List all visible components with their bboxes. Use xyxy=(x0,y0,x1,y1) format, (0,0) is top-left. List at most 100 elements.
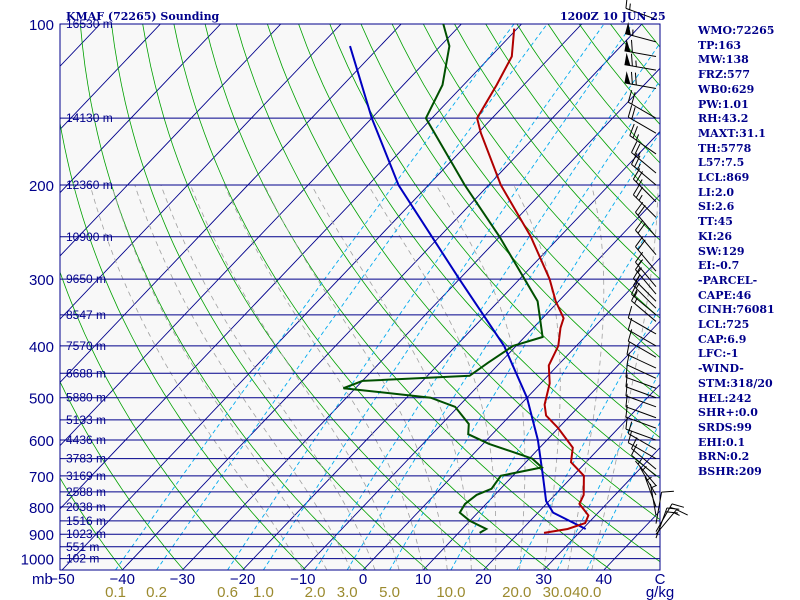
index-line: TT:45 xyxy=(698,215,733,229)
height-label: 7570 m xyxy=(66,339,106,353)
plot-frame xyxy=(59,23,661,571)
index-line: CAP:6.9 xyxy=(698,332,747,346)
pressure-tick-label: 1000 xyxy=(21,552,54,569)
wind-barb-staff xyxy=(625,395,657,408)
wind-barb xyxy=(625,404,657,429)
wind-barb-full xyxy=(632,267,641,279)
wind-barb-staff xyxy=(649,483,657,516)
wind-barb xyxy=(626,352,657,379)
height-label: 5880 m xyxy=(66,391,106,405)
height-labels: 16530 m 14130 m 12360 m 10900 m 9650 m 8547 m… xyxy=(66,17,113,566)
wind-barb-staff xyxy=(628,317,657,335)
dry-adiabat-line xyxy=(60,477,124,570)
wind-barb-full xyxy=(631,107,636,120)
wind-barb-full xyxy=(625,374,628,387)
wind-barb-staff xyxy=(631,293,657,316)
wind-barb xyxy=(627,305,657,335)
isotherm-line xyxy=(60,24,342,320)
height-label: 8547 m xyxy=(66,308,106,322)
wind-barbs xyxy=(624,0,688,539)
wind-barb-full xyxy=(635,171,643,183)
wind-barb-full xyxy=(626,352,630,365)
temperature-tick-label: 10 xyxy=(415,571,432,588)
moist-adiabat-line xyxy=(111,184,328,570)
isotherm-line xyxy=(60,24,221,194)
wind-barb-full xyxy=(630,39,633,53)
wind-barb-flag xyxy=(624,52,631,66)
pressure-unit-label: mb xyxy=(32,571,53,588)
moist-adiabat-line xyxy=(367,184,497,570)
height-label: 102 m xyxy=(66,552,99,566)
wind-barb-full xyxy=(632,274,641,286)
wind-barb-staff xyxy=(625,7,657,20)
wind-barb-staff xyxy=(635,246,657,272)
wind-barb-full xyxy=(630,53,633,67)
mixing-ratio-tick-label: 30.0 xyxy=(543,584,572,600)
index-line: EHI:0.1 xyxy=(698,435,746,449)
wind-barb-full xyxy=(632,183,641,196)
wind-barb-full xyxy=(631,289,638,302)
wind-barb-full xyxy=(637,205,646,216)
isotherm-line xyxy=(422,320,660,570)
height-label: 3169 m xyxy=(66,469,106,483)
wind-barb-full xyxy=(627,329,633,342)
wind-barb-staff xyxy=(639,466,657,496)
wind-barb-staff xyxy=(626,364,657,379)
wind-barb xyxy=(627,421,657,450)
wind-barb xyxy=(625,0,657,20)
dry-adiabat-line xyxy=(235,24,660,563)
mixing-ratio-line xyxy=(227,24,605,570)
index-line: -PARCEL- xyxy=(698,273,758,287)
sounding-time: 1200Z 10 JUN 25 xyxy=(560,10,666,23)
index-line: L57:7.5 xyxy=(698,156,745,170)
index-line: TH:5778 xyxy=(698,141,752,155)
wind-barb-half xyxy=(635,282,640,289)
wind-barb xyxy=(631,289,657,322)
index-line: LCL:869 xyxy=(698,171,750,185)
wind-barb-full xyxy=(631,141,638,153)
index-line: FRZ:577 xyxy=(698,68,751,82)
dry-adiabat-line xyxy=(454,24,660,280)
mixing-ratio-tick-label: 5.0 xyxy=(379,584,400,600)
wind-barb-staff xyxy=(655,507,668,539)
dry-adiabat-line xyxy=(142,24,490,570)
wind-barb-full xyxy=(671,503,685,508)
index-line: SHR+:0.0 xyxy=(698,406,758,420)
dry-adiabat-line xyxy=(298,24,660,479)
temperature-tick-label: 30 xyxy=(535,571,552,588)
wind-barb xyxy=(655,507,680,539)
wind-barb xyxy=(635,236,657,272)
height-label: 1023 m xyxy=(66,527,106,541)
isotherm-line xyxy=(483,383,660,570)
wind-barb-full xyxy=(631,282,638,295)
index-line: RH:43.2 xyxy=(698,112,749,126)
pressure-tick-label: 200 xyxy=(29,178,54,195)
wind-barb-staff xyxy=(633,285,657,309)
height-label: 2038 m xyxy=(66,500,106,514)
wind-barb xyxy=(624,52,657,71)
wind-barb xyxy=(631,153,657,186)
height-label: 12360 m xyxy=(66,178,113,192)
pressure-tick-label: 700 xyxy=(29,469,54,486)
wind-barb-staff xyxy=(631,163,657,186)
moist-adiabat-line xyxy=(134,184,352,570)
wind-barb xyxy=(649,483,657,516)
wind-barb-full xyxy=(627,105,633,118)
parcel-trace xyxy=(349,45,587,530)
wind-barb-full xyxy=(631,443,638,456)
wind-barb-full xyxy=(635,251,644,263)
mixing-ratio-line xyxy=(450,211,660,570)
wind-barb xyxy=(627,90,657,119)
wind-barb-flag xyxy=(625,21,631,36)
wind-barb-staff xyxy=(625,406,657,419)
wind-barb xyxy=(635,458,657,486)
dry-adiabat-line xyxy=(60,380,185,570)
wind-barb xyxy=(635,219,657,255)
wind-barb-half xyxy=(634,291,638,298)
mixing-ratio-line xyxy=(314,42,660,570)
wind-barb xyxy=(625,394,657,419)
isotherm-line xyxy=(60,24,462,447)
wind-barb-staff xyxy=(628,329,657,347)
sounding-profiles xyxy=(343,24,590,534)
wind-barb-staff xyxy=(644,476,657,508)
